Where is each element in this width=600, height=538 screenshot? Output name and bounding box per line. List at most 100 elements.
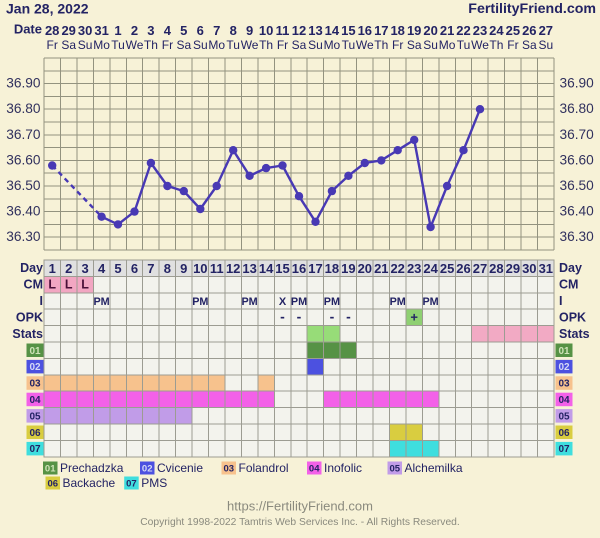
svg-text:6: 6 [197,23,204,38]
svg-text:I: I [40,294,43,308]
svg-text:7: 7 [213,23,220,38]
svg-text:23: 23 [407,261,421,276]
svg-text:Stats: Stats [559,327,590,341]
svg-text:Su: Su [193,38,208,52]
svg-text:Tu: Tu [457,38,471,52]
svg-text:24: 24 [423,261,438,276]
svg-text:12: 12 [226,261,240,276]
svg-text:19: 19 [407,23,421,38]
svg-text:28: 28 [45,23,59,38]
svg-text:31: 31 [539,261,553,276]
svg-text:1: 1 [49,261,56,276]
svg-text:CM: CM [559,278,578,292]
svg-text:13: 13 [308,23,322,38]
svg-text:PM: PM [390,296,406,308]
svg-text:PM: PM [422,296,438,308]
svg-text:10: 10 [259,23,273,38]
svg-text:01: 01 [29,346,41,357]
svg-text:30: 30 [522,261,536,276]
svg-text:Sa: Sa [61,38,76,52]
svg-text:Su: Su [308,38,323,52]
svg-text:36.60: 36.60 [6,152,41,167]
svg-text:17: 17 [374,23,388,38]
svg-text:+: + [410,309,418,324]
svg-text:05: 05 [390,464,401,475]
svg-text:Alchemilka: Alchemilka [405,461,463,475]
svg-text:Th: Th [374,38,388,52]
svg-text:Tu: Tu [111,38,125,52]
svg-text:03: 03 [224,464,235,475]
svg-text:Mo: Mo [208,38,225,52]
svg-text:Th: Th [144,38,158,52]
svg-text:3: 3 [81,261,88,276]
svg-text:36.90: 36.90 [6,76,41,91]
svg-text:We: We [471,38,489,52]
svg-text:05: 05 [29,411,41,422]
svg-text:17: 17 [308,261,322,276]
svg-text:16: 16 [292,261,306,276]
svg-text:16: 16 [358,23,372,38]
svg-text:15: 15 [275,261,289,276]
svg-text:18: 18 [390,23,404,38]
svg-text:01: 01 [45,464,56,475]
svg-text:18: 18 [325,261,339,276]
svg-text:36.80: 36.80 [6,101,41,116]
svg-text:14: 14 [325,23,340,38]
svg-text:Tu: Tu [226,38,240,52]
svg-text:27: 27 [473,261,487,276]
svg-text:02: 02 [558,362,570,373]
svg-text:36.30: 36.30 [560,229,595,244]
svg-text:26: 26 [522,23,536,38]
svg-text:-: - [330,308,335,324]
svg-text:29: 29 [506,261,520,276]
svg-text:36.80: 36.80 [560,101,595,116]
svg-text:9: 9 [180,261,187,276]
svg-text:Day: Day [559,261,582,275]
svg-text:Sa: Sa [176,38,191,52]
svg-text:3: 3 [147,23,154,38]
svg-text:5: 5 [114,261,121,276]
svg-text:03: 03 [558,379,570,390]
svg-text:36.70: 36.70 [6,127,41,142]
svg-text:Fr: Fr [47,38,58,52]
svg-text:PM: PM [192,296,208,308]
svg-text:We: We [126,38,144,52]
svg-text:2: 2 [131,23,138,38]
svg-text:X: X [279,296,287,308]
svg-text:Sa: Sa [522,38,537,52]
svg-text:-: - [297,308,302,324]
svg-text:30: 30 [78,23,92,38]
svg-text:CM: CM [24,278,43,292]
svg-text:Tu: Tu [342,38,356,52]
svg-text:36.40: 36.40 [560,204,595,219]
svg-text:01: 01 [558,346,570,357]
svg-text:36.60: 36.60 [560,152,595,167]
svg-text:20: 20 [358,261,372,276]
svg-text:04: 04 [309,464,320,475]
svg-text:14: 14 [259,261,274,276]
svg-text:Su: Su [538,38,553,52]
svg-text:PM: PM [291,296,307,308]
svg-text:36.50: 36.50 [6,178,41,193]
svg-text:Backache: Backache [63,476,116,490]
svg-text:4: 4 [164,23,172,38]
svg-text:03: 03 [29,379,41,390]
svg-text:Th: Th [259,38,273,52]
svg-text:31: 31 [94,23,108,38]
svg-text:25: 25 [506,23,520,38]
svg-text:Date: Date [14,22,42,37]
svg-text:Sa: Sa [407,38,422,52]
svg-text:8: 8 [230,23,237,38]
svg-text:L: L [81,278,89,292]
svg-text:Th: Th [489,38,503,52]
svg-text:06: 06 [48,479,59,490]
svg-text:06: 06 [29,428,41,439]
svg-text:1: 1 [114,23,121,38]
svg-text:06: 06 [558,428,570,439]
svg-text:15: 15 [341,23,355,38]
svg-text:26: 26 [456,261,470,276]
svg-text:We: We [241,38,259,52]
svg-text:20: 20 [423,23,437,38]
svg-text:PM: PM [324,296,340,308]
svg-text:28: 28 [489,261,503,276]
